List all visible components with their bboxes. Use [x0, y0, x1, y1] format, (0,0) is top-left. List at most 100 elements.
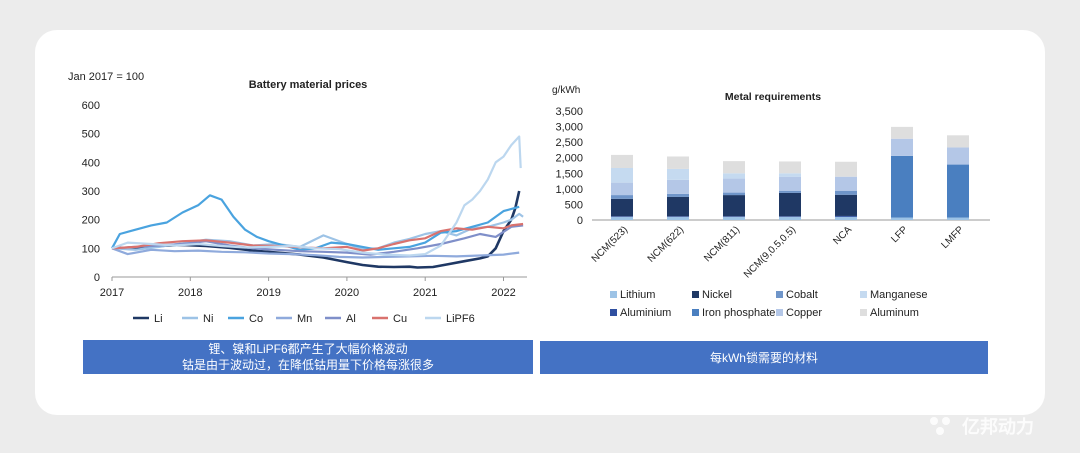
bar-segment-iron-phosphate [947, 164, 969, 218]
bar-segment-lithium [891, 217, 913, 220]
bar-segment-aluminum [779, 161, 801, 174]
bar-segment-cobalt [611, 195, 633, 199]
bar-segment-copper [947, 147, 969, 165]
legend-swatch-nickel [692, 291, 699, 298]
bar-segment-nickel [779, 192, 801, 217]
watermark-text: 亿邦动力 [962, 417, 1034, 437]
bar-segment-aluminum [835, 161, 857, 177]
x-tick-label: LFP [889, 224, 910, 245]
bar-segment-lithium [723, 216, 745, 220]
bar-segment-copper [611, 182, 633, 196]
legend-label-aluminum: Aluminum [870, 307, 919, 319]
legend-swatch-lithium [610, 291, 617, 298]
bar-segment-lithium [947, 217, 969, 220]
bar-segment-manganese [723, 173, 745, 179]
x-tick-label: 2020 [335, 287, 359, 299]
bar-segment-nickel [611, 198, 633, 217]
y-tick-label: 1,000 [555, 184, 583, 196]
bar-segment-lithium [779, 216, 801, 220]
series-line-mn [111, 247, 520, 259]
bar-segment-iron-phosphate [891, 155, 913, 218]
bar-segment-lithium [667, 216, 689, 220]
x-tick-label: 2018 [178, 287, 202, 299]
bar-segment-aluminum [611, 154, 633, 168]
bar-segment-cobalt [835, 190, 857, 195]
legend-swatch-iron-phosphate [692, 309, 699, 316]
bar-segment-manganese [667, 168, 689, 180]
x-tick-label: NCM(9,0.5,0.5) [742, 224, 798, 280]
y-tick-label: 200 [82, 215, 100, 227]
caption-left-line1: 锂、镍和LiPF6都产生了大幅价格波动 [208, 342, 408, 356]
bar-segment-aluminium [667, 216, 689, 217]
legend-swatch-cobalt [776, 291, 783, 298]
y-tick-label: 2,000 [555, 153, 583, 165]
caption-banner-right: 每kWh锁需要的材料 [540, 341, 988, 374]
bar-segment-nickel [667, 196, 689, 217]
metal-requirements-chart: g/kWh Metal requirements 0 500 1,000 1,500 2,0… [552, 85, 990, 319]
logo-icon [930, 417, 950, 435]
series-line-al [111, 224, 524, 256]
x-tick-label: NCM(811) [702, 224, 742, 264]
series-line-li [111, 190, 521, 269]
bar-segment-aluminum [891, 126, 913, 139]
series-line-cu [111, 222, 524, 252]
x-tick-label: 2021 [413, 287, 437, 299]
bar-segment-copper [835, 176, 857, 191]
legend-label-lipf6: LiPF6 [446, 313, 475, 325]
x-tick-label: 2019 [256, 287, 280, 299]
chart-subtitle: Jan 2017 = 100 [68, 71, 144, 83]
bar-segment-aluminium [779, 216, 801, 217]
bar-segment-cobalt [667, 193, 689, 197]
bar-segment-aluminium [611, 216, 633, 217]
bar-segment-lithium [835, 216, 857, 220]
bar-segment-aluminum [667, 156, 689, 169]
x-tick-label: NCA [831, 224, 854, 247]
y-tick-label: 500 [82, 129, 100, 141]
caption-left-line2: 钴是由于波动过，在降低钴用量下价格每涨很多 [181, 358, 434, 372]
bar-segment-aluminium [835, 215, 857, 217]
y-tick-label: 1,500 [555, 168, 583, 180]
legend-label-mn: Mn [297, 313, 312, 325]
y-tick-label: 2,500 [555, 137, 583, 149]
legend-label-nickel: Nickel [702, 289, 732, 301]
legend-swatch-aluminium [610, 309, 617, 316]
legend-label-ni: Ni [203, 313, 213, 325]
chart-title: Battery material prices [249, 79, 368, 91]
legend-label-cobalt: Cobalt [786, 289, 818, 301]
legend-label-aluminium: Aluminium [620, 307, 671, 319]
bar-segment-nickel [723, 195, 745, 217]
y-axis-label: g/kWh [552, 85, 580, 96]
legend-swatch-aluminum [860, 309, 867, 316]
x-tick-label: NCM(523) [590, 224, 630, 264]
legend-label-cu: Cu [393, 313, 407, 325]
bar-segment-lithium [611, 216, 633, 220]
x-tick-label: 2017 [100, 287, 124, 299]
x-tick-label: NCM(622) [646, 224, 686, 264]
legend-label-co: Co [249, 313, 263, 325]
legend-swatch-manganese [860, 291, 867, 298]
y-tick-label: 3,000 [555, 122, 583, 134]
bar-segment-cobalt [779, 190, 801, 193]
legend-label-manganese: Manganese [870, 289, 928, 301]
bar-segment-copper [779, 176, 801, 191]
y-tick-label: 100 [82, 243, 100, 255]
x-tick-label: 2022 [491, 287, 515, 299]
bar-segment-aluminum [723, 161, 745, 174]
bar-segment-nickel [835, 194, 857, 216]
caption-right: 每kWh锁需要的材料 [709, 350, 818, 365]
bar-segment-manganese [611, 167, 633, 183]
y-tick-label: 3,500 [555, 106, 583, 118]
bar-segment-aluminum [947, 135, 969, 148]
y-tick-label: 500 [565, 199, 583, 211]
legend-label-li: Li [154, 313, 163, 325]
watermark: 亿邦动力 [928, 411, 1078, 441]
legend-swatch-copper [776, 309, 783, 316]
y-tick-label: 0 [94, 272, 100, 284]
x-tick-label: LMFP [939, 224, 966, 251]
bar-segment-copper [891, 138, 913, 156]
bar-segment-cobalt [723, 192, 745, 196]
legend-label-al: Al [346, 313, 356, 325]
legend-label-copper: Copper [786, 307, 822, 319]
caption-banner-left: 锂、镍和LiPF6都产生了大幅价格波动 钴是由于波动过，在降低钴用量下价格每涨很… [83, 340, 533, 374]
bar-segment-manganese [779, 173, 801, 177]
